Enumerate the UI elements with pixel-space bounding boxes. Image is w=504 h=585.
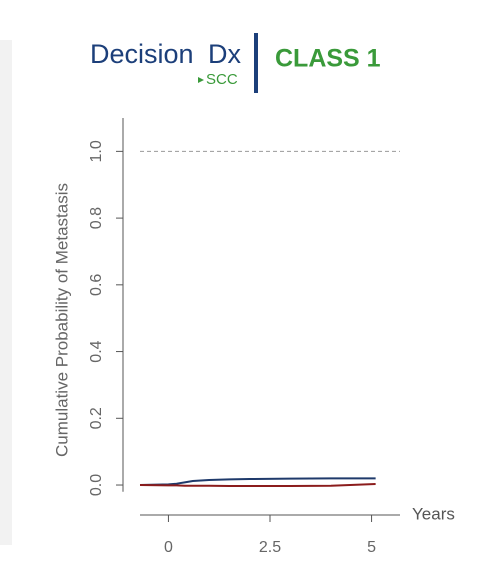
- logo-sub: SCC: [206, 71, 238, 88]
- y-tick-label: 1.0: [88, 140, 105, 162]
- x-tick-label: 2.5: [259, 539, 281, 556]
- class-label: CLASS 1: [275, 45, 381, 73]
- data-line: [139, 477, 376, 487]
- x-tick-label: 0: [164, 539, 173, 556]
- y-tick-label: 0.2: [88, 407, 105, 429]
- y-tick-label: 0.6: [88, 274, 105, 296]
- y-tick-label: 0.4: [88, 340, 105, 362]
- logo-mark: Dx: [208, 39, 241, 69]
- side-panel: [0, 40, 12, 545]
- y-tick-label: 0.8: [88, 207, 105, 229]
- logo-word: Decision: [90, 39, 194, 69]
- y-tick-label: 0.0: [88, 474, 105, 496]
- x-axis-label: Years: [412, 504, 455, 523]
- logo-divider: [254, 33, 258, 93]
- data-line: [139, 483, 376, 488]
- logo-arrow: [198, 77, 204, 83]
- y-axis-label: Cumulative Probability of Metastasis: [52, 183, 71, 457]
- x-tick-label: 5: [367, 539, 376, 556]
